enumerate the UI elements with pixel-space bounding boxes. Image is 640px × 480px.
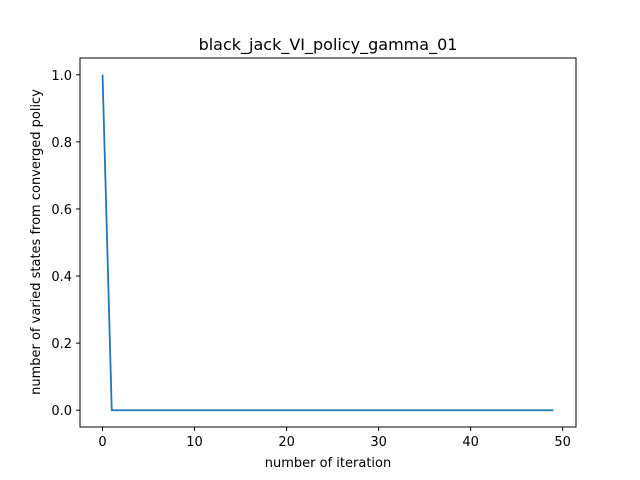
- y-tick-label: 0.8: [51, 136, 72, 151]
- y-tick-label: 0.0: [51, 404, 72, 419]
- chart-title: black_jack_VI_policy_gamma_01: [199, 35, 458, 55]
- x-tick-label: 10: [186, 435, 203, 450]
- x-tick-label: 30: [370, 435, 387, 450]
- y-tick-label: 0.6: [51, 203, 72, 218]
- x-axis-label: number of iteration: [265, 456, 391, 471]
- plot-series: [101, 74, 554, 412]
- y-tick-label: 0.4: [51, 270, 72, 285]
- series-line: [101, 74, 554, 412]
- axis-ticks: 0 10 20 30 40 50 0.0 0.2 0.4 0.6 0.8 1.0: [51, 69, 571, 450]
- x-tick-label: 0: [98, 435, 106, 450]
- x-tick-label: 40: [462, 435, 479, 450]
- y-tick-label: 0.2: [51, 337, 72, 352]
- axes-frame: [79, 57, 577, 428]
- x-tick-label: 20: [278, 435, 295, 450]
- y-tick-label: 1.0: [51, 69, 72, 84]
- x-tick-label: 50: [554, 435, 571, 450]
- y-axis-label: number of varied states from converged p…: [29, 89, 44, 395]
